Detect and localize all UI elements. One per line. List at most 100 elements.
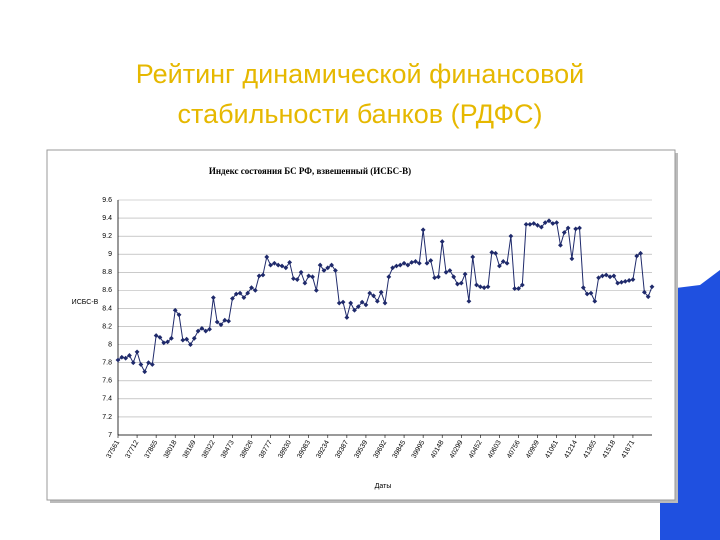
marker xyxy=(241,295,247,301)
marker xyxy=(302,280,308,286)
marker xyxy=(275,262,281,268)
marker xyxy=(146,360,151,366)
marker xyxy=(344,315,350,320)
marker xyxy=(573,226,579,232)
marker xyxy=(222,317,228,323)
marker xyxy=(317,262,323,268)
marker xyxy=(397,262,403,268)
marker xyxy=(474,282,479,288)
marker xyxy=(291,276,296,282)
marker xyxy=(214,319,220,325)
marker xyxy=(466,298,472,304)
marker xyxy=(641,289,647,295)
y-tick-label: 8.8 xyxy=(102,269,112,276)
marker xyxy=(283,265,289,271)
marker xyxy=(180,337,186,343)
marker xyxy=(500,259,506,264)
marker xyxy=(374,298,380,304)
marker xyxy=(504,260,510,266)
marker xyxy=(169,335,174,341)
marker xyxy=(363,302,369,308)
marker xyxy=(615,280,621,286)
marker xyxy=(306,273,312,279)
marker xyxy=(336,300,342,306)
marker xyxy=(508,233,514,239)
marker xyxy=(199,325,205,331)
marker xyxy=(611,273,617,279)
marker xyxy=(260,272,266,278)
marker xyxy=(245,290,251,296)
marker xyxy=(367,290,373,296)
marker xyxy=(546,218,552,224)
x-axis-label: Даты xyxy=(375,483,392,490)
marker xyxy=(561,230,567,235)
marker xyxy=(519,282,525,288)
marker xyxy=(233,291,239,297)
slide-title: стабильности банков (РДФС) xyxy=(178,99,543,129)
marker xyxy=(127,353,132,358)
marker xyxy=(428,258,434,263)
y-tick-label: 8 xyxy=(108,341,112,348)
marker xyxy=(230,296,235,301)
marker xyxy=(279,263,285,269)
y-tick-label: 8.2 xyxy=(102,323,112,330)
marker xyxy=(619,279,624,285)
marker xyxy=(489,250,495,255)
marker xyxy=(588,290,594,296)
marker xyxy=(184,336,190,342)
marker xyxy=(176,312,182,318)
marker xyxy=(523,222,529,227)
marker xyxy=(226,318,232,324)
marker xyxy=(268,262,273,268)
marker xyxy=(477,284,483,290)
marker xyxy=(325,265,331,271)
y-tick-label: 8.6 xyxy=(102,287,112,294)
marker xyxy=(348,300,354,306)
chart-frame xyxy=(46,149,676,501)
y-tick-label: 8.4 xyxy=(102,305,112,312)
marker xyxy=(371,293,376,299)
marker xyxy=(622,278,628,284)
marker xyxy=(382,300,388,306)
marker xyxy=(378,289,384,295)
marker xyxy=(172,307,178,313)
y-tick-label: 9.6 xyxy=(102,197,112,204)
marker xyxy=(580,285,586,291)
marker xyxy=(535,222,540,228)
marker xyxy=(455,281,460,287)
marker xyxy=(218,322,224,328)
marker xyxy=(264,254,270,260)
marker xyxy=(554,220,560,225)
marker xyxy=(195,328,201,334)
marker xyxy=(405,262,411,268)
marker xyxy=(600,273,605,279)
marker xyxy=(451,274,457,280)
marker xyxy=(409,259,415,265)
marker xyxy=(359,299,365,305)
marker xyxy=(424,260,430,266)
marker xyxy=(542,220,548,225)
marker xyxy=(592,298,598,304)
chart-title: Индекс состояния БС РФ, взвешенный (ИСБС… xyxy=(209,166,411,176)
marker xyxy=(645,294,651,300)
marker xyxy=(485,284,491,290)
marker xyxy=(531,221,537,226)
y-tick-label: 7.4 xyxy=(102,396,112,403)
marker xyxy=(115,357,121,363)
marker xyxy=(321,268,327,273)
marker xyxy=(271,260,277,266)
marker xyxy=(287,259,293,265)
marker xyxy=(161,340,167,346)
marker xyxy=(333,268,338,273)
marker xyxy=(237,290,243,296)
marker xyxy=(603,272,609,278)
marker xyxy=(512,286,518,291)
marker xyxy=(527,222,533,227)
marker xyxy=(340,299,346,305)
y-tick-label: 7.2 xyxy=(102,414,112,421)
marker xyxy=(634,253,640,259)
marker xyxy=(310,274,315,280)
y-tick-label: 9.4 xyxy=(102,215,112,222)
y-tick-label: 9 xyxy=(108,251,112,258)
marker xyxy=(626,278,632,283)
